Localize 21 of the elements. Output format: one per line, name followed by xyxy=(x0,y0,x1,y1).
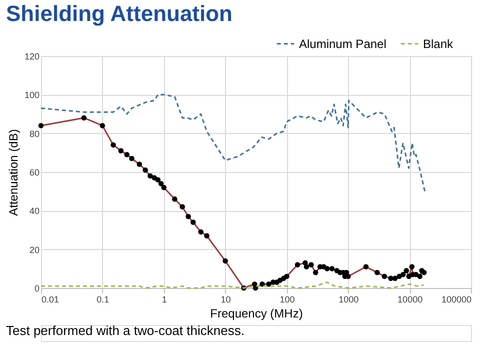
legend-label: Blank xyxy=(423,36,454,51)
x-tick-label: 100 xyxy=(280,294,295,304)
y-tick-label: 60 xyxy=(29,168,40,178)
y-tick-label: 80 xyxy=(29,128,40,139)
text: Test performed with a two-coat thickness. xyxy=(6,323,244,338)
y-tick-label: 40 xyxy=(29,206,40,216)
y-tick-label: 20 xyxy=(29,244,40,255)
x-tick-label: 0.1 xyxy=(96,294,110,304)
y-axis-title: Attenuation (dB) xyxy=(6,129,20,216)
x-tick-label: 0.01 xyxy=(42,294,60,304)
legend-label: Aluminum Panel xyxy=(299,36,386,51)
x-tick-label: 10 xyxy=(220,294,231,304)
x-tick-label: 1000 xyxy=(338,294,359,304)
x-tick-label: 1 xyxy=(162,294,167,304)
chart-title: Shielding Attenuation xyxy=(6,1,232,26)
y-tick-label: 100 xyxy=(24,90,40,100)
x-axis-title: Frequency (MHz) xyxy=(210,306,303,320)
x-tick-label: 10000 xyxy=(398,294,423,304)
y-tick-label: 120 xyxy=(24,52,40,62)
y-tick-label: 0 xyxy=(34,284,40,294)
x-tick-label: 100000 xyxy=(441,294,472,304)
